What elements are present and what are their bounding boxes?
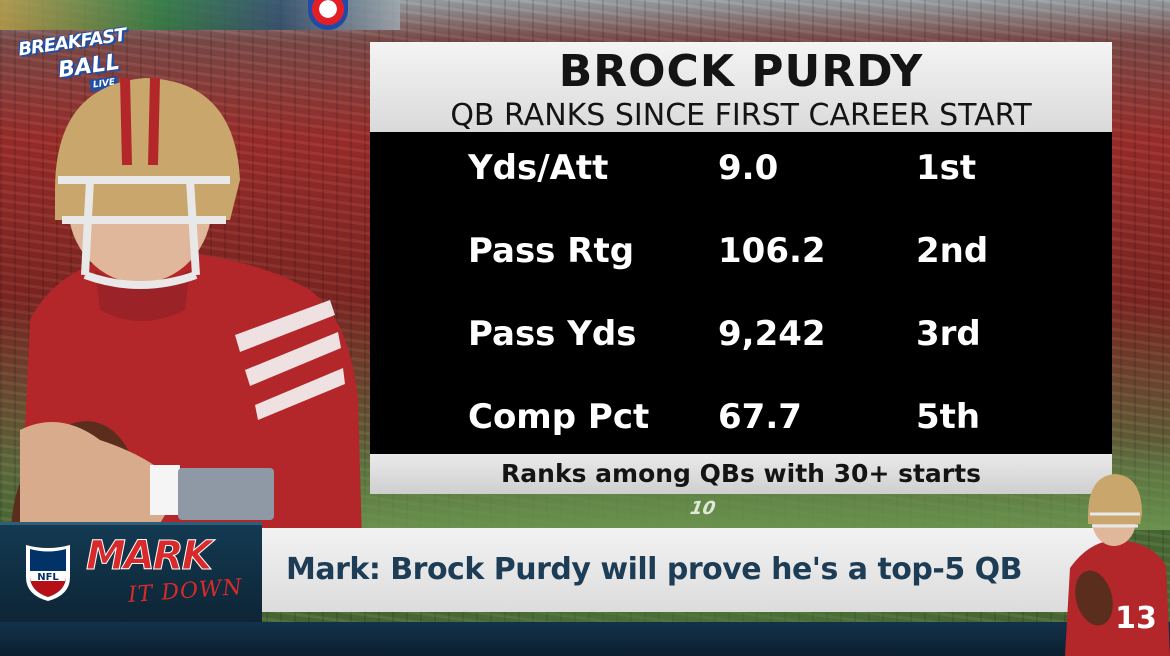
stats-panel: BROCK PURDY QB RANKS SINCE FIRST CAREER … — [370, 42, 1112, 494]
stat-value: 9.0 — [718, 148, 779, 188]
panel-subtitle: QB RANKS SINCE FIRST CAREER START — [450, 98, 1032, 133]
segment-title: MARK — [86, 533, 214, 580]
helmet-stripe — [120, 78, 160, 165]
hands — [20, 422, 180, 540]
facemask — [58, 176, 230, 289]
mini-football — [1075, 570, 1113, 626]
stat-label: Comp Pct — [468, 397, 650, 437]
arm-sleeve — [178, 468, 274, 520]
stats-table: Yds/Att 9.0 1st Pass Rtg 106.2 2nd Pass … — [370, 132, 1112, 454]
stat-rank: 1st — [916, 148, 977, 188]
mini-jersey — [1065, 540, 1170, 656]
mini-helmet — [1088, 474, 1142, 524]
wristband — [150, 465, 180, 515]
stat-value: 9,242 — [718, 314, 826, 354]
stat-row: Pass Rtg 106.2 2nd — [370, 221, 1112, 281]
stat-rank: 2nd — [916, 231, 989, 271]
player-image — [11, 78, 362, 540]
player-mini-image: 13 — [1065, 474, 1170, 656]
headline-text: Mark: Brock Purdy will prove he's a top-… — [286, 552, 1023, 587]
segment-subtitle: IT DOWN — [127, 575, 244, 608]
stat-rank: 3rd — [916, 314, 981, 354]
stat-rank: 5th — [916, 397, 981, 437]
nfl-wordmark: NFL — [37, 572, 59, 583]
sleeve-stripes — [235, 300, 345, 420]
lower-third: NFL MARK IT DOWN Mark: Brock Purdy will … — [0, 522, 1170, 656]
stat-label: Pass Yds — [468, 314, 637, 354]
stat-row: Yds/Att 9.0 1st — [370, 138, 1112, 198]
mini-jersey-number: 13 — [1115, 601, 1157, 636]
stat-row: Pass Yds 9,242 3rd — [370, 304, 1112, 364]
ticker-bar — [0, 622, 1170, 656]
panel-header: BROCK PURDY QB RANKS SINCE FIRST CAREER … — [370, 42, 1112, 133]
headline-bar: Mark: Brock Purdy will prove he's a top-… — [262, 528, 1110, 612]
stat-value: 106.2 — [718, 231, 826, 271]
helmet — [55, 78, 240, 220]
panel-footer: Ranks among QBs with 30+ starts — [370, 454, 1112, 494]
stat-row: Comp Pct 67.7 5th — [370, 387, 1112, 447]
mini-facemask — [1090, 512, 1140, 528]
nfl-shield-icon: NFL — [26, 545, 70, 601]
stat-label: Yds/Att — [468, 148, 609, 188]
stat-label: Pass Rtg — [468, 231, 635, 271]
stat-value: 67.7 — [718, 397, 802, 437]
segment-logo: MARK IT DOWN — [80, 533, 250, 613]
panel-footnote: Ranks among QBs with 30+ starts — [501, 459, 981, 488]
panel-title: BROCK PURDY — [558, 46, 924, 97]
segment-badge: NFL MARK IT DOWN — [0, 522, 262, 625]
